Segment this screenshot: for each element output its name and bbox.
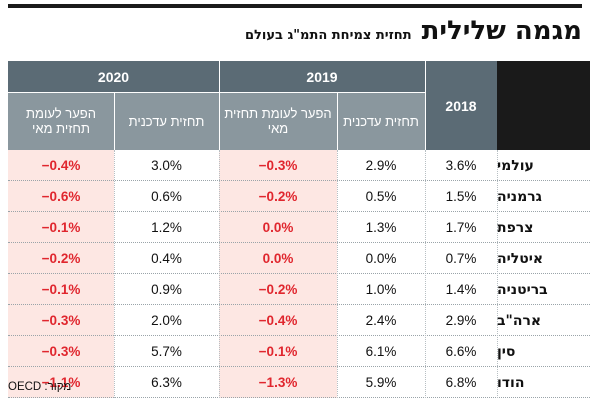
column-header: תחזית עדכנית bbox=[114, 92, 219, 150]
forecast-value: 2.9% bbox=[365, 158, 397, 173]
header-divider bbox=[114, 92, 115, 150]
source-note: מקור: OECD bbox=[8, 381, 72, 393]
forecast-value: 1.7% bbox=[445, 220, 477, 235]
row-divider bbox=[8, 366, 590, 367]
year-header-2020: 2020 bbox=[8, 61, 219, 92]
forecast-value: 6.6% bbox=[445, 344, 477, 359]
column-divider bbox=[425, 150, 426, 398]
row-divider bbox=[8, 242, 590, 243]
row-divider bbox=[8, 211, 590, 212]
column-divider bbox=[114, 150, 115, 398]
forecast-value: 6.1% bbox=[365, 344, 397, 359]
column-divider bbox=[337, 150, 338, 398]
chart-subtitle: תחזית צמיחת התמ"ג בעולם bbox=[244, 28, 412, 43]
year-header-2018: 2018 bbox=[425, 61, 497, 150]
forecast-value: 5.9% bbox=[365, 375, 397, 390]
forecast-value: 0.0% bbox=[365, 251, 397, 266]
column-divider bbox=[219, 150, 220, 398]
country-label: סין bbox=[497, 343, 516, 360]
forecast-value: 5.7% bbox=[151, 344, 182, 359]
gap-value: −0.3% bbox=[8, 336, 114, 367]
forecast-value: 1.2% bbox=[151, 220, 182, 235]
gdp-table: 2020 2019 2018 הפער לעומת תחזית מאי תחזית עד… bbox=[8, 61, 590, 398]
gap-value: −0.6% bbox=[8, 181, 114, 212]
row-divider bbox=[8, 397, 590, 398]
row-divider bbox=[8, 304, 590, 305]
chart-title: מגמה שלילית bbox=[421, 16, 582, 46]
column-header: תחזית עדכנית bbox=[337, 92, 425, 150]
header-divider bbox=[425, 61, 426, 150]
forecast-value: 2.0% bbox=[151, 313, 182, 328]
year-header-2019: 2019 bbox=[219, 61, 425, 92]
gap-value: −0.1% bbox=[8, 212, 114, 243]
gap-value: −0.2% bbox=[219, 181, 337, 212]
gap-value: −0.1% bbox=[8, 274, 114, 305]
gap-value: −0.4% bbox=[219, 305, 337, 336]
forecast-value: 0.9% bbox=[151, 282, 182, 297]
forecast-value: 1.4% bbox=[445, 282, 477, 297]
row-divider bbox=[8, 335, 590, 336]
forecast-value: 1.3% bbox=[365, 220, 397, 235]
row-divider bbox=[8, 273, 590, 274]
top-rule bbox=[8, 4, 582, 8]
forecast-value: 3.6% bbox=[445, 158, 477, 173]
gap-value: −0.1% bbox=[219, 336, 337, 367]
gap-value: −1.3% bbox=[219, 367, 337, 398]
country-label: עולמי bbox=[497, 157, 534, 174]
header-divider bbox=[219, 61, 220, 150]
gap-value: 0.0% bbox=[219, 212, 337, 243]
gap-value: −0.3% bbox=[219, 150, 337, 181]
country-label: גרמניה bbox=[497, 188, 542, 205]
column-divider bbox=[497, 150, 498, 398]
gap-value: −1.1% bbox=[8, 367, 114, 398]
forecast-value: 2.9% bbox=[445, 313, 477, 328]
forecast-value: 6.3% bbox=[151, 375, 182, 390]
country-label: ארה"ב bbox=[497, 312, 542, 329]
country-label: הודו bbox=[497, 374, 525, 391]
country-label: צרפת bbox=[497, 219, 534, 236]
forecast-value: 6.8% bbox=[445, 375, 477, 390]
row-divider bbox=[8, 180, 590, 181]
column-header: הפער לעומת תחזית מאי bbox=[219, 92, 337, 150]
forecast-value: 0.5% bbox=[365, 189, 397, 204]
gap-value: −0.4% bbox=[8, 150, 114, 181]
header-divider bbox=[337, 92, 338, 150]
country-label: בריטניה bbox=[497, 281, 548, 298]
country-label: איטליה bbox=[497, 250, 544, 267]
forecast-value: 1.0% bbox=[365, 282, 397, 297]
gap-value: −0.3% bbox=[8, 305, 114, 336]
title-row: מגמה שלילית תחזית צמיחת התמ"ג בעולם bbox=[8, 10, 582, 52]
forecast-value: 0.7% bbox=[445, 251, 477, 266]
gap-value: −0.2% bbox=[219, 274, 337, 305]
forecast-value: 1.5% bbox=[445, 189, 477, 204]
forecast-value: 3.0% bbox=[151, 158, 182, 173]
forecast-value: 0.6% bbox=[151, 189, 182, 204]
column-header: הפער לעומת תחזית מאי bbox=[8, 92, 114, 150]
gap-value: −0.2% bbox=[8, 243, 114, 274]
header-divider bbox=[8, 92, 425, 93]
forecast-value: 0.4% bbox=[151, 251, 182, 266]
country-header bbox=[497, 61, 590, 150]
gap-value: 0.0% bbox=[219, 243, 337, 274]
forecast-value: 2.4% bbox=[365, 313, 397, 328]
